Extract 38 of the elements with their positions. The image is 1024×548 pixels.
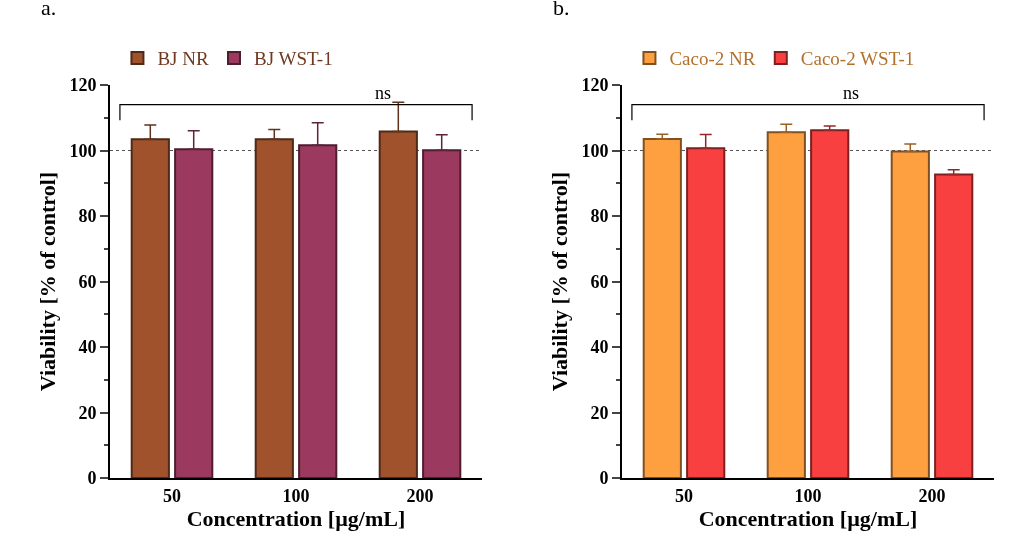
- x-tick-label: 50: [675, 485, 693, 506]
- y-tick-label: 80: [78, 206, 97, 227]
- y-tick-label: 120: [581, 75, 609, 96]
- x-tick-label: 100: [282, 485, 310, 506]
- y-tick-label: 20: [78, 402, 97, 423]
- y-tick-label: 60: [590, 271, 609, 292]
- y-tick-label: 100: [69, 140, 97, 161]
- chart-title: a.: [41, 0, 57, 20]
- x-axis-title: Concentration [µg/mL]: [186, 505, 406, 531]
- bar: [766, 131, 806, 478]
- y-tick-label: 0: [599, 468, 609, 489]
- annotation: ns: [375, 83, 392, 103]
- y-tick-label: 80: [590, 206, 609, 227]
- x-axis-title: Concentration [µg/mL]: [698, 505, 918, 531]
- x-tick-label: 200: [406, 485, 434, 506]
- legend-label: BJ WST-1: [253, 48, 333, 70]
- chart-title: b.: [553, 0, 570, 20]
- legend-label: Caco-2 NR: [669, 48, 756, 70]
- y-axis-title: Viability [% of control]: [547, 171, 572, 392]
- bar: [890, 150, 930, 478]
- x-tick-label: 100: [794, 485, 822, 506]
- y-tick-label: 40: [590, 337, 609, 358]
- y-axis-title: Viability [% of control]: [35, 171, 60, 392]
- annotation: ns: [843, 83, 860, 103]
- bar: [810, 129, 850, 478]
- bar: [686, 147, 726, 478]
- y-tick-label: 0: [87, 468, 97, 489]
- bar: [934, 173, 974, 478]
- legend-label: Caco-2 WST-1: [800, 48, 915, 70]
- y-tick-label: 100: [581, 140, 609, 161]
- bar: [642, 138, 682, 478]
- y-tick-label: 120: [69, 75, 97, 96]
- y-tick-label: 20: [590, 402, 609, 423]
- y-tick-label: 60: [78, 271, 97, 292]
- x-tick-label: 50: [163, 485, 181, 506]
- y-tick-label: 40: [78, 337, 97, 358]
- x-tick-label: 200: [918, 485, 946, 506]
- legend-label: BJ NR: [157, 48, 209, 70]
